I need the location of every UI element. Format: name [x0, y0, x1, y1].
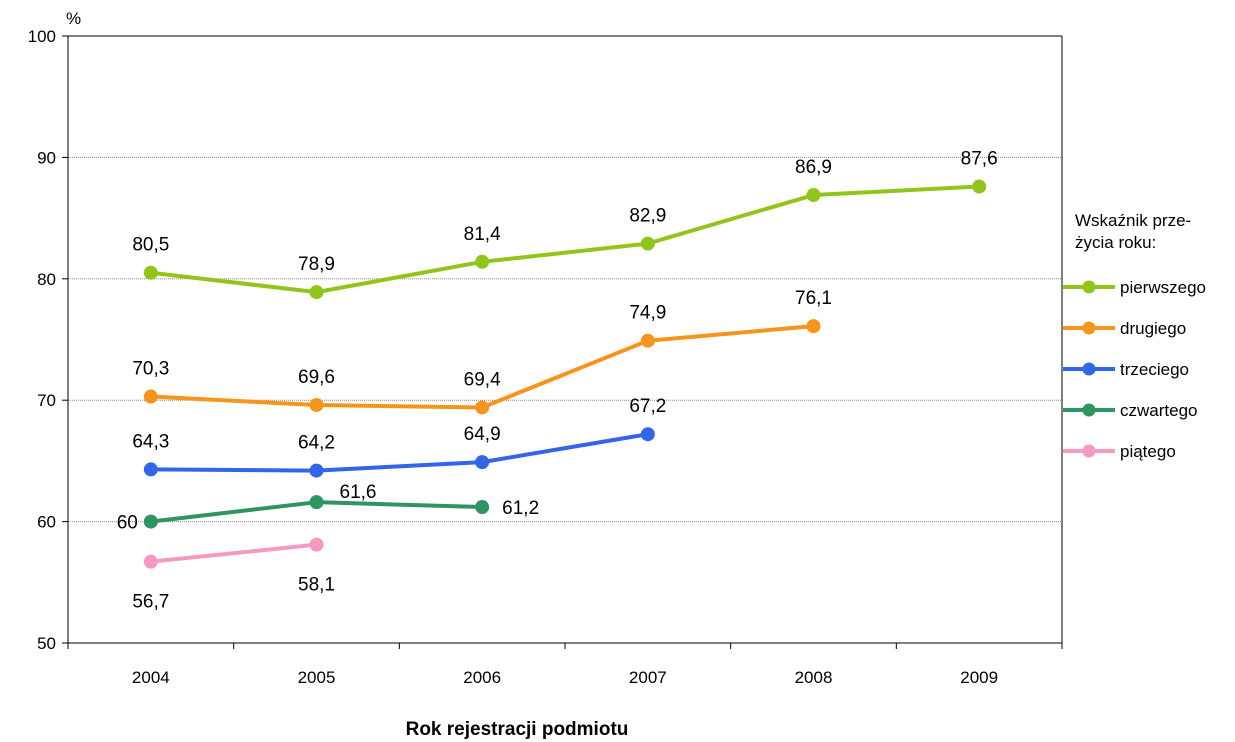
data-point-drugiego [309, 398, 324, 413]
y-unit-label: % [66, 9, 81, 28]
data-point-trzeciego [475, 455, 490, 470]
series-line-piątego [150, 542, 317, 564]
data-label-pierwszego: 81,4 [464, 224, 501, 245]
data-point-trzeciego [143, 462, 158, 477]
data-point-pierwszego [143, 265, 158, 280]
data-labels: 80,5 78,9 81,4 82,9 86,9 87,6 70,3 69,6 69,4 74,9… [117, 149, 998, 613]
data-point-drugiego [806, 319, 821, 334]
data-label-pierwszego: 86,9 [795, 157, 832, 178]
legend-title-line-1: Wskaźnik prze- [1075, 211, 1191, 230]
data-point-pierwszego [475, 254, 490, 269]
grid-lines [68, 156, 1062, 523]
data-point-drugiego [475, 400, 490, 415]
x-tick-label: 2005 [298, 668, 336, 687]
data-label-drugiego: 69,6 [298, 367, 335, 388]
data-label-drugiego: 70,3 [132, 359, 169, 380]
y-tick-label: 80 [37, 270, 56, 289]
x-tick-label: 2007 [629, 668, 667, 687]
y-tick-label: 100 [28, 27, 56, 46]
series-line-drugiego [150, 324, 814, 410]
data-point-piątego [143, 554, 158, 569]
series-line-trzeciego [150, 432, 649, 473]
data-label-pierwszego: 82,9 [629, 206, 666, 227]
legend: Wskaźnik prze- życia roku: pierwszego dru… [1063, 211, 1206, 461]
legend-swatch-marker [1082, 403, 1096, 417]
y-tick-label: 50 [37, 634, 56, 653]
legend-label-trzeciego: trzeciego [1120, 360, 1189, 379]
data-label-pierwszego: 80,5 [132, 235, 169, 256]
data-point-pierwszego [972, 179, 987, 194]
legend-label-drugiego: drugiego [1120, 319, 1186, 338]
data-label-piątego: 56,7 [132, 592, 169, 613]
data-label-drugiego: 74,9 [629, 303, 666, 324]
data-point-trzeciego [309, 463, 324, 478]
data-label-trzeciego: 64,3 [132, 431, 169, 452]
data-label-czwartego: 61,2 [502, 498, 539, 519]
x-axis-title: Rok rejestracji podmiotu [406, 719, 629, 740]
axes [67, 35, 1063, 644]
data-label-piątego: 58,1 [298, 575, 335, 596]
x-tick-label: 2009 [960, 668, 998, 687]
data-point-drugiego [640, 333, 655, 348]
data-label-czwartego: 61,6 [340, 482, 377, 503]
data-label-trzeciego: 64,9 [464, 424, 501, 445]
data-label-pierwszego: 78,9 [298, 254, 335, 275]
data-point-czwartego [475, 500, 490, 515]
data-point-pierwszego [309, 285, 324, 300]
y-tick-label: 60 [37, 513, 56, 532]
legend-label-czwartego: czwartego [1120, 401, 1197, 420]
series-line-pierwszego [150, 184, 980, 295]
data-label-pierwszego: 87,6 [961, 149, 998, 170]
data-label-czwartego: 60 [117, 513, 138, 534]
series-lines [143, 179, 987, 569]
data-label-trzeciego: 67,2 [629, 396, 666, 417]
legend-label-piątego: piątego [1120, 442, 1176, 461]
legend-swatch-marker [1082, 321, 1096, 335]
x-tick-label: 2008 [795, 668, 833, 687]
y-tick-label: 90 [37, 148, 56, 167]
data-point-trzeciego [640, 427, 655, 442]
data-point-pierwszego [640, 236, 655, 251]
legend-title-line-2: życia roku: [1075, 233, 1156, 252]
legend-swatch-marker [1082, 444, 1096, 458]
y-tick-labels: 50 60 70 80 90 100 [28, 27, 68, 653]
x-tick-label: 2006 [463, 668, 501, 687]
data-point-pierwszego [806, 188, 821, 203]
data-label-drugiego: 76,1 [795, 288, 832, 309]
y-tick-label: 70 [37, 391, 56, 410]
data-label-trzeciego: 64,2 [298, 433, 335, 454]
x-tick-labels: 2004 2005 2006 2007 2008 2009 [67, 643, 1063, 687]
legend-label-pierwszego: pierwszego [1120, 278, 1206, 297]
data-label-drugiego: 69,4 [464, 369, 501, 390]
x-tick-label: 2004 [132, 668, 170, 687]
data-point-czwartego [309, 495, 324, 510]
legend-swatch-marker [1082, 362, 1096, 376]
legend-swatch-marker [1082, 280, 1096, 294]
data-point-piątego [309, 537, 324, 552]
data-point-drugiego [143, 389, 158, 404]
data-point-czwartego [143, 514, 158, 529]
